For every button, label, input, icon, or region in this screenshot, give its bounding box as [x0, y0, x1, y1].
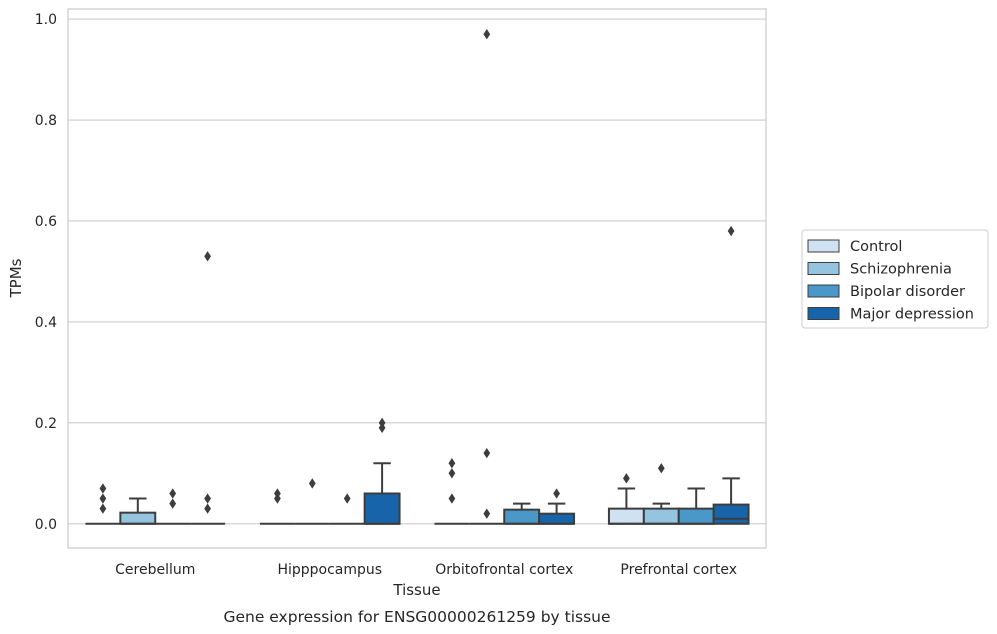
legend-swatch: [807, 239, 840, 253]
x-axis-ticks: Cerebellum Hipppocampus Orbitofrontal cort…: [115, 562, 737, 578]
outlier-point: [378, 417, 386, 429]
box-body: [363, 492, 401, 525]
legend-label: Control: [850, 239, 902, 255]
legend-label: Major depression: [850, 307, 974, 323]
box-body: [677, 507, 715, 525]
outlier-point: [448, 493, 456, 504]
outlier-point: [553, 488, 560, 499]
box-body: [607, 507, 645, 525]
y-tick-label: 0.8: [35, 113, 57, 129]
y-axis-label: TPMs: [7, 258, 25, 298]
legend-item: Control: [807, 239, 902, 255]
outlier-point: [204, 493, 211, 504]
outlier-point: [483, 29, 491, 40]
outlier-point: [657, 463, 665, 474]
boxes: [85, 29, 750, 525]
box-1-1: [294, 478, 330, 525]
outlier-point: [99, 483, 107, 494]
box-body: [642, 507, 680, 525]
box-2-0: [434, 458, 470, 525]
box-body: [119, 511, 157, 525]
y-tick-label: 0.2: [35, 416, 57, 432]
outlier-point: [204, 251, 211, 262]
legend: Control Schizophrenia Bipolar disorder Majo…: [801, 229, 989, 329]
box-0-0: [85, 483, 121, 525]
box-0-3: [190, 251, 226, 525]
legend-swatch: [807, 284, 840, 298]
legend-frame: [801, 229, 989, 329]
gridlines: [68, 18, 766, 525]
outlier-point: [99, 503, 107, 514]
box-0-1: [119, 497, 157, 525]
legend-item: Bipolar disorder: [807, 284, 965, 300]
legend-swatch: [807, 262, 840, 275]
legend-item: Schizophrenia: [807, 262, 952, 278]
y-tick-label: 0.6: [35, 214, 57, 230]
box-1-0: [259, 488, 295, 525]
y-tick-label: 1.0: [35, 12, 57, 28]
box-2-1: [469, 29, 505, 525]
outlier-point: [727, 225, 735, 237]
box-body: [712, 503, 750, 525]
y-tick-label: 0.0: [35, 517, 57, 533]
x-tick-label: Orbitofrontal cortex: [435, 562, 573, 578]
x-tick-label: Hipppocampus: [277, 562, 382, 578]
legend-label: Bipolar disorder: [850, 284, 965, 300]
box-body: [503, 508, 541, 525]
box-3-2: [677, 487, 715, 525]
outlier-point: [623, 473, 630, 484]
chart-caption: Gene expression for ENSG00000261259 by t…: [223, 608, 610, 626]
outlier-point: [343, 493, 351, 504]
box-0-2: [155, 488, 191, 525]
plot-frame: [67, 8, 767, 549]
legend-swatch: [807, 307, 840, 320]
box-2-3: [538, 488, 576, 525]
y-tick-label: 0.4: [35, 315, 57, 331]
box-3-1: [642, 463, 680, 525]
box-2-2: [503, 502, 541, 525]
box-1-3: [363, 417, 401, 525]
x-axis-label: Tissue: [392, 581, 440, 599]
outlier-point: [483, 447, 491, 459]
legend-label: Schizophrenia: [850, 262, 952, 278]
outlier-point: [274, 488, 281, 499]
x-tick-label: Cerebellum: [115, 562, 195, 578]
outlier-point: [448, 458, 456, 469]
outlier-point: [308, 478, 316, 489]
legend-item: Major depression: [807, 307, 974, 323]
box-3-3: [712, 225, 750, 525]
outlier-point: [448, 468, 456, 479]
x-tick-label: Prefrontal cortex: [620, 562, 737, 578]
outlier-point: [169, 488, 177, 499]
y-axis-ticks: 0.0 0.2 0.4 0.6 0.8 1.0: [35, 12, 57, 533]
outlier-point: [169, 498, 177, 509]
box-3-0: [607, 473, 645, 525]
outlier-point: [483, 508, 491, 519]
box-body: [538, 512, 576, 525]
outlier-point: [204, 503, 211, 514]
outlier-point: [99, 493, 107, 504]
box-1-2: [329, 493, 365, 525]
